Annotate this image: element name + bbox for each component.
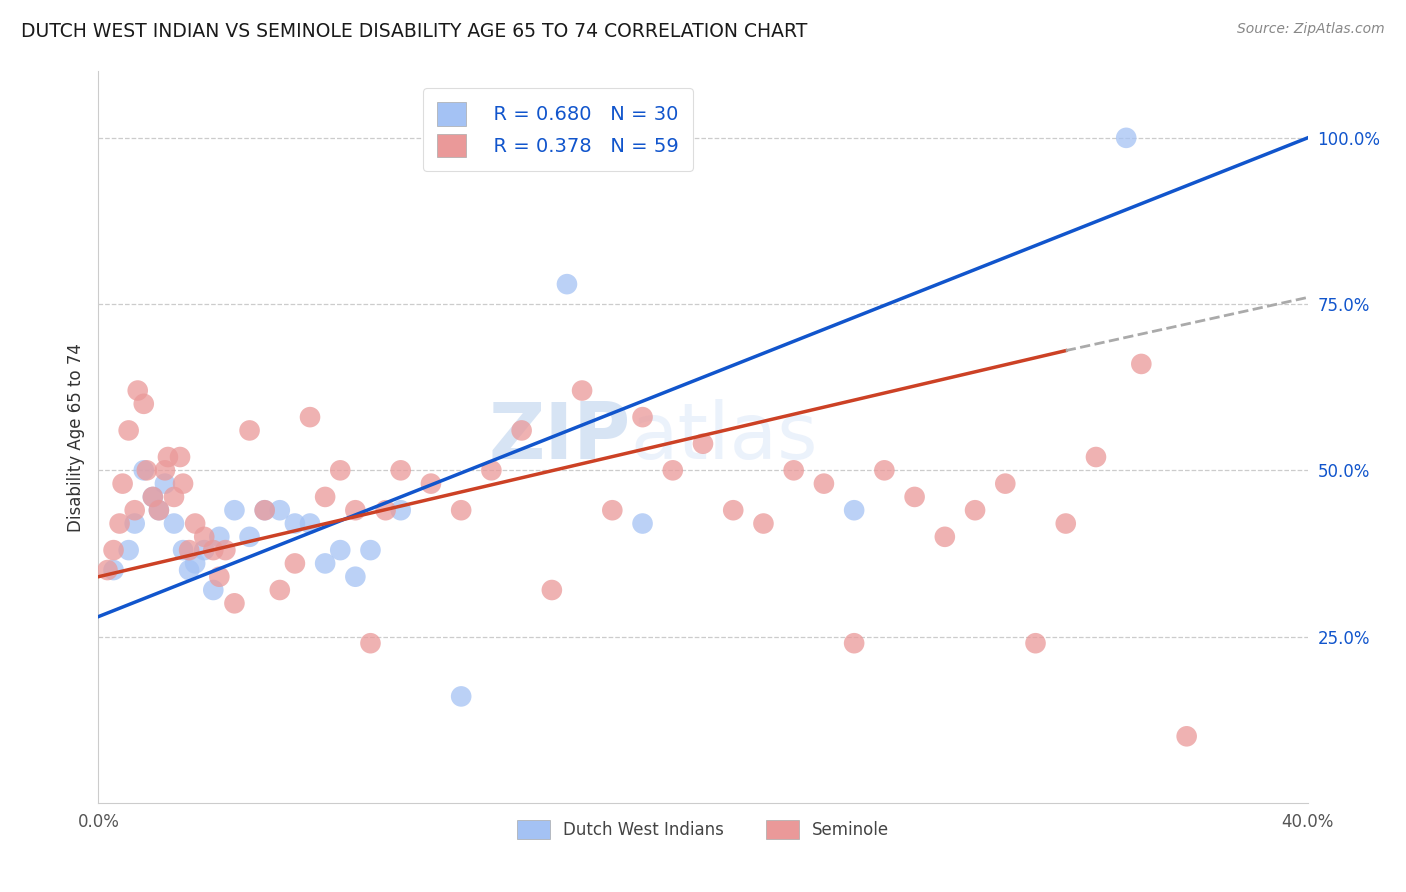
Point (208, 530, 231, 544)
Point (135, 463, 157, 477)
Point (813, 476, 835, 491)
Point (692, 436, 714, 450)
Point (193, 543, 215, 558)
Point (118, 424, 141, 438)
Point (124, 503, 146, 517)
Point (172, 476, 194, 491)
Point (555, 277, 578, 292)
Point (299, 410, 322, 425)
Point (723, 503, 745, 517)
Point (873, 463, 896, 477)
Point (153, 476, 176, 491)
Point (844, 503, 866, 517)
Point (269, 503, 291, 517)
Point (103, 543, 125, 558)
Point (202, 543, 225, 558)
Point (994, 476, 1017, 491)
Point (420, 476, 443, 491)
Point (540, 582, 562, 597)
Point (783, 463, 806, 477)
Point (284, 516, 307, 531)
Point (253, 503, 276, 517)
Point (1085, 450, 1108, 464)
Point (96, 563, 118, 577)
Point (239, 424, 262, 438)
Point (752, 516, 775, 531)
Point (142, 490, 165, 504)
Point (253, 503, 276, 517)
Point (269, 582, 291, 597)
Point (314, 490, 336, 504)
Point (360, 636, 382, 650)
Point (374, 503, 396, 517)
Point (148, 503, 170, 517)
Point (132, 463, 155, 477)
Legend: Dutch West Indians, Seminole: Dutch West Indians, Seminole (510, 814, 896, 846)
Point (510, 424, 533, 438)
Point (172, 543, 194, 558)
Point (389, 463, 412, 477)
Text: atlas: atlas (630, 399, 818, 475)
Point (163, 490, 186, 504)
Point (111, 476, 134, 491)
Point (108, 516, 131, 531)
Point (934, 530, 956, 544)
Point (202, 582, 225, 597)
Point (631, 516, 654, 531)
Point (314, 557, 336, 571)
Point (179, 563, 201, 577)
Point (239, 530, 262, 544)
Point (329, 463, 352, 477)
Point (1024, 636, 1046, 650)
Point (389, 503, 412, 517)
Point (184, 516, 207, 531)
Point (631, 410, 654, 425)
Y-axis label: Disability Age 65 to 74: Disability Age 65 to 74 (66, 343, 84, 532)
Point (344, 503, 367, 517)
Point (132, 397, 155, 411)
Point (224, 596, 246, 610)
Point (344, 570, 367, 584)
Point (360, 543, 382, 558)
Point (481, 463, 503, 477)
Point (1054, 516, 1077, 531)
Point (1115, 131, 1137, 145)
Text: ZIP: ZIP (488, 399, 630, 475)
Text: Source: ZipAtlas.com: Source: ZipAtlas.com (1237, 22, 1385, 37)
Text: DUTCH WEST INDIAN VS SEMINOLE DISABILITY AGE 65 TO 74 CORRELATION CHART: DUTCH WEST INDIAN VS SEMINOLE DISABILITY… (21, 22, 807, 41)
Point (124, 516, 146, 531)
Point (208, 570, 231, 584)
Point (602, 503, 624, 517)
Point (224, 503, 246, 517)
Point (1175, 729, 1198, 743)
Point (103, 563, 125, 577)
Point (118, 543, 141, 558)
Point (148, 503, 170, 517)
Point (844, 636, 866, 650)
Point (904, 490, 927, 504)
Point (184, 557, 207, 571)
Point (450, 690, 472, 704)
Point (163, 516, 186, 531)
Point (127, 384, 149, 398)
Point (299, 516, 322, 531)
Point (142, 490, 165, 504)
Point (329, 543, 352, 558)
Point (156, 450, 179, 464)
Point (284, 557, 307, 571)
Point (193, 530, 215, 544)
Point (153, 463, 176, 477)
Point (1130, 357, 1153, 371)
Point (179, 543, 201, 558)
Point (169, 450, 191, 464)
Point (450, 503, 472, 517)
Point (661, 463, 683, 477)
Point (965, 503, 987, 517)
Point (571, 384, 593, 398)
Point (214, 543, 236, 558)
